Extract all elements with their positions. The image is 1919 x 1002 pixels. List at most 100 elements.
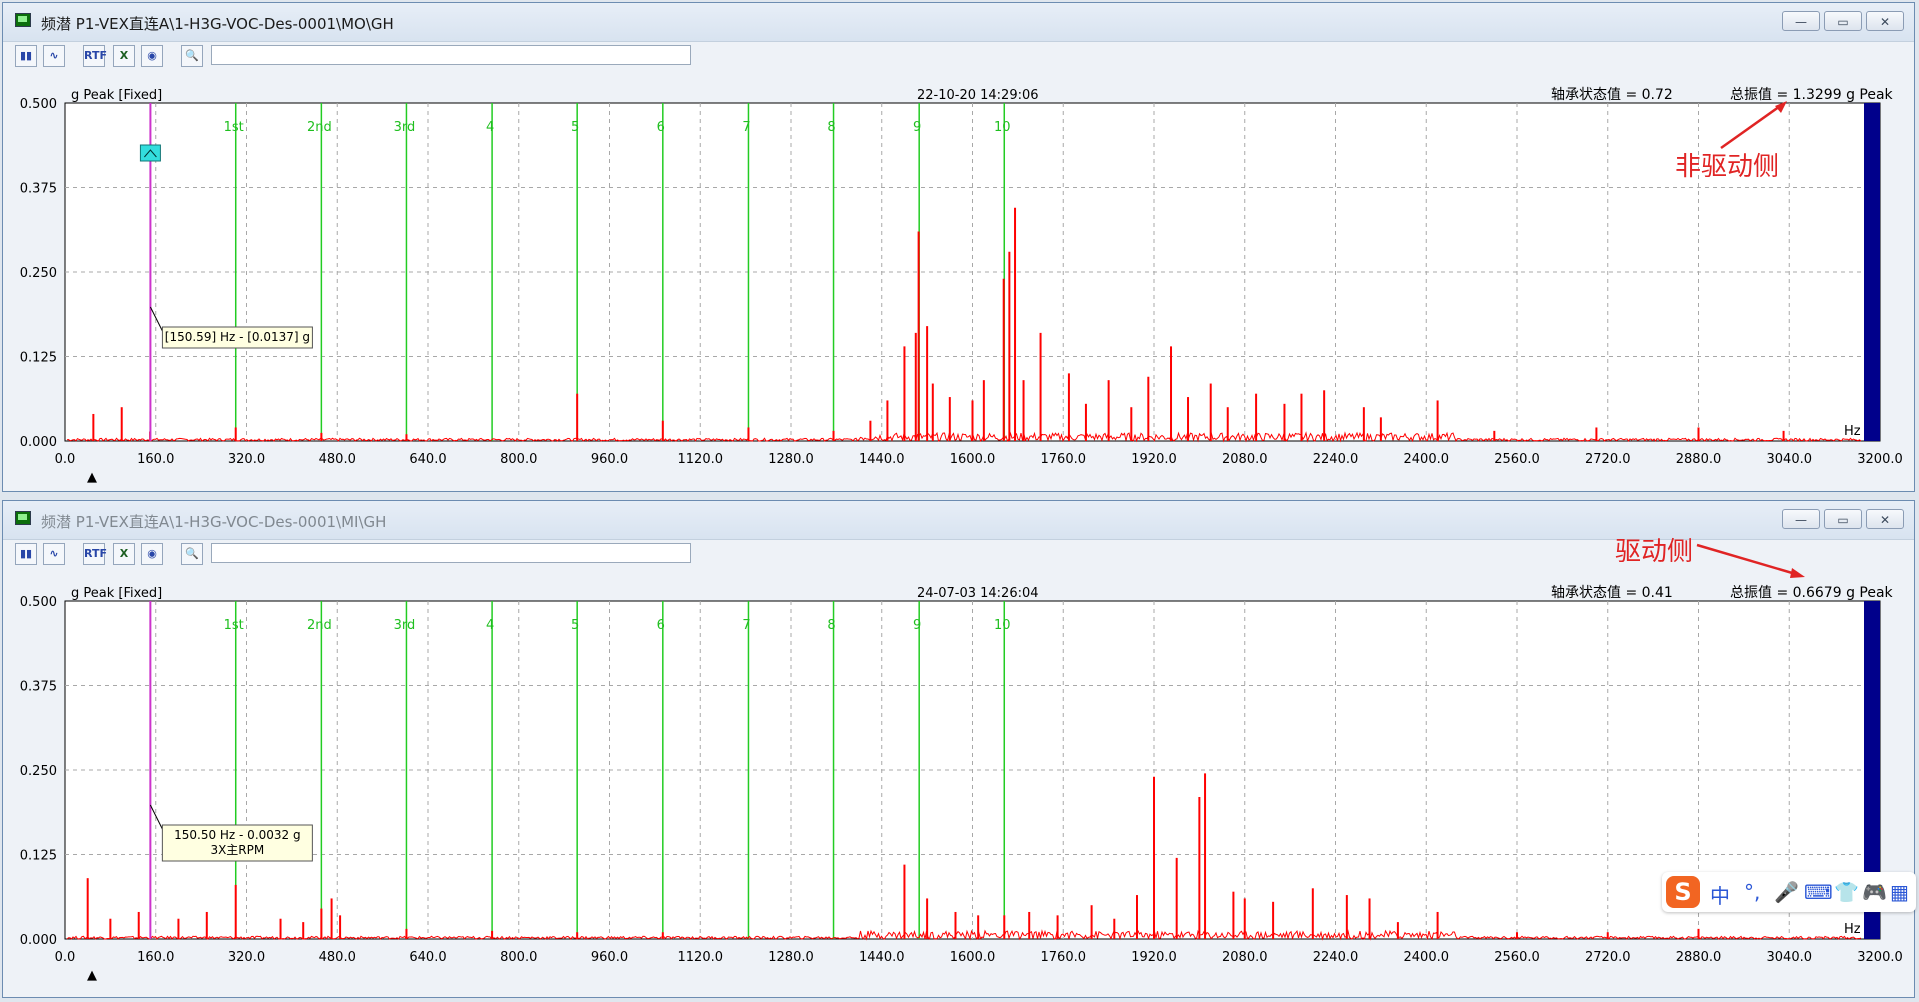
toolbar: ▮▮ ∿ RTF X ◉ 🔍 xyxy=(15,43,1904,69)
overall-value: 总振值 = 0.6679 g Peak xyxy=(1730,585,1894,601)
y-tick-label: 0.000 xyxy=(20,435,57,450)
harmonic-label: 4 xyxy=(486,618,494,633)
spectrum-baseline xyxy=(66,431,1862,443)
menu-grid-icon[interactable]: ▦ xyxy=(1890,880,1909,904)
harmonic-label: 6 xyxy=(657,120,665,135)
x-tick-label: 2400.0 xyxy=(1404,950,1450,965)
sound-icon[interactable]: ◉ xyxy=(141,543,163,565)
x-tick-label: 800.0 xyxy=(500,452,537,467)
tooltip-text: [150.59] Hz - [0.0137] g xyxy=(165,330,310,344)
spectrum-icon[interactable]: ▮▮ xyxy=(15,45,37,67)
excel-icon[interactable]: X xyxy=(113,45,135,67)
spectrum-plot[interactable]: 0.0 160.0 320.0 480.0 640.0 800.0 960.0 1120.0 1… xyxy=(3,581,1914,981)
search-input[interactable] xyxy=(211,45,691,65)
excel-icon[interactable]: X xyxy=(113,543,135,565)
origin-marker-icon: ▲ xyxy=(87,470,97,483)
spectrum-chart[interactable]: 0.0 160.0 320.0 480.0 640.0 800.0 960.0 1120.0 1… xyxy=(3,581,1914,981)
y-tick-label: 0.375 xyxy=(20,182,57,197)
x-tick-label: 640.0 xyxy=(409,950,446,965)
harmonic-label: 3rd xyxy=(394,618,416,633)
x-tick-label: 960.0 xyxy=(591,950,628,965)
x-tick-label: 1440.0 xyxy=(859,452,905,467)
x-tick-label: 1280.0 xyxy=(768,452,814,467)
tooltip-text: 3X主RPM xyxy=(210,843,264,857)
titlebar[interactable]: 频潜 P1-VEX直连A\1-H3G-VOC-Des-0001\MI\GH — … xyxy=(3,501,1914,540)
x-tick-label: 2560.0 xyxy=(1494,452,1540,467)
harmonic-label: 7 xyxy=(742,618,750,633)
bearing-status: 轴承状态值 = 0.72 xyxy=(1551,87,1673,103)
waveform-icon[interactable]: ∿ xyxy=(43,543,65,565)
y-tick-label: 0.125 xyxy=(20,351,57,366)
unit-label: g Peak [Fixed] xyxy=(71,586,162,601)
waveform-icon[interactable]: ∿ xyxy=(43,45,65,67)
x-tick-label: 1760.0 xyxy=(1041,950,1087,965)
harmonic-label: 9 xyxy=(913,120,921,135)
bearing-status: 轴承状态值 = 0.41 xyxy=(1551,585,1673,601)
game-icon[interactable]: 🎮 xyxy=(1862,880,1887,904)
keyboard-icon[interactable]: ⌨ xyxy=(1804,880,1833,904)
close-button[interactable]: ✕ xyxy=(1866,11,1904,31)
minimize-button[interactable]: — xyxy=(1782,11,1820,31)
overall-value: 总振值 = 1.3299 g Peak xyxy=(1730,87,1894,103)
skin-icon[interactable]: 👕 xyxy=(1834,880,1859,904)
zoom-icon[interactable]: 🔍 xyxy=(181,543,203,565)
x-tick-label: 1600.0 xyxy=(950,950,996,965)
harmonic-label: 1st xyxy=(224,120,244,135)
x-tick-label: 2560.0 xyxy=(1494,950,1540,965)
origin-marker-icon: ▲ xyxy=(87,968,97,981)
y-tick-label: 0.125 xyxy=(20,849,57,864)
rtf-icon[interactable]: RTF xyxy=(83,45,107,67)
x-tick-label: 2720.0 xyxy=(1585,950,1631,965)
tooltip-leader xyxy=(149,804,163,830)
harmonic-label: 9 xyxy=(913,618,921,633)
x-tick-label: 960.0 xyxy=(591,452,628,467)
minimize-button[interactable]: — xyxy=(1782,509,1820,529)
harmonic-label: 6 xyxy=(657,618,665,633)
search-input[interactable] xyxy=(211,543,691,563)
y-tick-label: 0.250 xyxy=(20,266,57,281)
harmonic-label: 4 xyxy=(486,120,494,135)
harmonic-label: 5 xyxy=(571,618,579,633)
x-tick-label: 1760.0 xyxy=(1041,452,1087,467)
cursor-handle-icon xyxy=(144,149,157,158)
close-button[interactable]: ✕ xyxy=(1866,509,1904,529)
cursor-tooltip xyxy=(161,824,313,862)
rtf-icon[interactable]: RTF xyxy=(83,543,107,565)
spectrum-icon[interactable]: ▮▮ xyxy=(15,543,37,565)
chinese-mode-icon[interactable]: 中 xyxy=(1710,884,1730,908)
app-icon xyxy=(15,511,31,525)
zoom-icon[interactable]: 🔍 xyxy=(181,45,203,67)
x-tick-label: 2880.0 xyxy=(1676,452,1722,467)
annotation-arrow xyxy=(1696,543,1805,578)
x-tick-label: 480.0 xyxy=(319,950,356,965)
x-tick-label: 1920.0 xyxy=(1131,950,1177,965)
x-tick-label: 160.0 xyxy=(137,452,174,467)
y-tick-label: 0.500 xyxy=(20,97,57,112)
restore-button[interactable]: ▭ xyxy=(1824,11,1862,31)
microphone-icon[interactable]: 🎤 xyxy=(1774,880,1799,904)
x-tick-label: 320.0 xyxy=(228,950,265,965)
harmonic-label: 3rd xyxy=(394,120,416,135)
titlebar[interactable]: 频潜 P1-VEX直连A\1-H3G-VOC-Des-0001\MO\GH — … xyxy=(3,3,1914,42)
x-tick-label: 1120.0 xyxy=(678,452,724,467)
spectrum-baseline xyxy=(66,929,1862,941)
y-tick-label: 0.250 xyxy=(20,764,57,779)
y-tick-label: 0.000 xyxy=(20,933,57,948)
window-title: 频潜 P1-VEX直连A\1-H3G-VOC-Des-0001\MI\GH xyxy=(41,513,387,531)
harmonic-label: 2nd xyxy=(307,120,332,135)
sogou-logo-icon[interactable]: S xyxy=(1666,876,1700,908)
x-tick-label: 3040.0 xyxy=(1767,950,1813,965)
x-tick-label: 3040.0 xyxy=(1767,452,1813,467)
sound-icon[interactable]: ◉ xyxy=(141,45,163,67)
ime-toolbar[interactable]: S 中 °, 🎤 ⌨ 👕 🎮 ▦ xyxy=(1662,872,1916,912)
spectrum-plot[interactable]: 0.0 160.0 320.0 480.0 640.0 800.0 960.0 1120.0 1… xyxy=(3,83,1914,483)
punctuation-icon[interactable]: °, xyxy=(1744,880,1761,904)
window-title: 频潜 P1-VEX直连A\1-H3G-VOC-Des-0001\MO\GH xyxy=(41,15,394,33)
unit-label: g Peak [Fixed] xyxy=(71,88,162,103)
spectrum-chart[interactable]: 0.0 160.0 320.0 480.0 640.0 800.0 960.0 1120.0 1… xyxy=(3,83,1914,483)
harmonic-label: 5 xyxy=(571,120,579,135)
tooltip-text: 150.50 Hz - 0.0032 g xyxy=(174,828,301,842)
scale-bar xyxy=(1864,103,1880,441)
restore-button[interactable]: ▭ xyxy=(1824,509,1862,529)
hz-label: Hz xyxy=(1844,424,1861,439)
